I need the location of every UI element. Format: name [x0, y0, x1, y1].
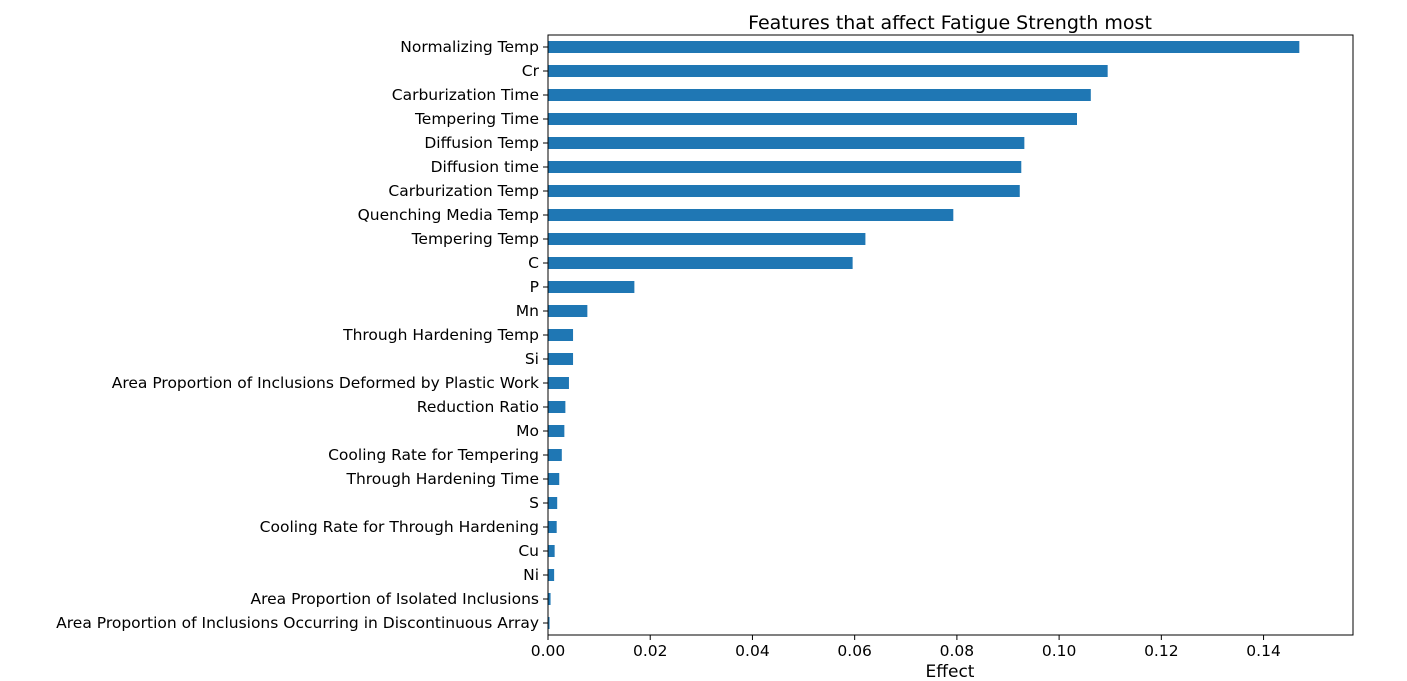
bar — [548, 257, 853, 269]
bar — [548, 161, 1022, 173]
y-tick-label: P — [530, 278, 539, 296]
bar — [548, 473, 560, 485]
bar — [548, 401, 566, 413]
bars-group — [548, 41, 1300, 629]
y-tick-label: Diffusion time — [431, 158, 539, 176]
x-tick-label: 0.00 — [531, 642, 566, 660]
bar — [548, 281, 635, 293]
y-tick-labels: Normalizing Temp Cr Carburization Time Temp… — [56, 38, 548, 632]
y-tick-label: Tempering Temp — [411, 230, 539, 248]
bar — [548, 449, 562, 461]
y-tick-label: Tempering Time — [414, 110, 539, 128]
bar — [548, 113, 1077, 125]
bar — [548, 89, 1091, 101]
bar — [548, 617, 550, 629]
bar — [548, 569, 555, 581]
y-tick-label: Mo — [516, 422, 539, 440]
y-tick-label: Mn — [516, 302, 539, 320]
bar — [548, 521, 557, 533]
bar — [548, 41, 1300, 53]
bar — [548, 497, 558, 509]
y-tick-label: Carburization Time — [392, 86, 539, 104]
y-tick-label: Normalizing Temp — [400, 38, 539, 56]
bar — [548, 209, 954, 221]
bar — [548, 545, 555, 557]
bar — [548, 185, 1020, 197]
x-tick-label: 0.10 — [1042, 642, 1077, 660]
bar — [548, 305, 588, 317]
bar — [548, 329, 574, 341]
bar — [548, 233, 866, 245]
bar — [548, 377, 569, 389]
y-tick-label: S — [529, 494, 539, 512]
y-tick-label: Area Proportion of Isolated Inclusions — [251, 590, 540, 608]
y-tick-label: Cooling Rate for Tempering — [328, 446, 539, 464]
y-tick-label: Quenching Media Temp — [358, 206, 539, 224]
y-tick-label: Cooling Rate for Through Hardening — [260, 518, 539, 536]
plot-frame — [547, 34, 1354, 636]
x-tick-label: 0.14 — [1246, 642, 1281, 660]
y-tick-label: C — [528, 254, 539, 272]
y-tick-label: Reduction Ratio — [417, 398, 539, 416]
y-tick-label: Cu — [518, 542, 539, 560]
bar — [548, 353, 574, 365]
y-tick-label: Area Proportion of Inclusions Deformed b… — [112, 374, 539, 392]
x-tick-label: 0.02 — [633, 642, 668, 660]
bar — [548, 65, 1108, 77]
y-tick-label: Through Hardening Temp — [342, 326, 539, 344]
y-tick-label: Diffusion Temp — [424, 134, 539, 152]
y-tick-label: Carburization Temp — [388, 182, 539, 200]
x-tick-label: 0.12 — [1144, 642, 1179, 660]
chart-title: Features that affect Fatigue Strength mo… — [748, 12, 1152, 34]
y-tick-label: Si — [525, 350, 539, 368]
y-tick-label: Through Hardening Time — [345, 470, 539, 488]
x-axis-label: Effect — [926, 662, 975, 681]
bar — [548, 593, 551, 605]
x-tick-label: 0.08 — [940, 642, 975, 660]
y-tick-label: Area Proportion of Inclusions Occurring … — [56, 614, 539, 632]
bar — [548, 137, 1025, 149]
y-tick-label: Ni — [523, 566, 539, 584]
bar — [548, 425, 565, 437]
y-tick-label: Cr — [522, 62, 540, 80]
x-tick-label: 0.06 — [837, 642, 872, 660]
x-tick-label: 0.04 — [735, 642, 770, 660]
x-ticks-group: 0.00 0.02 0.04 0.06 0.08 0.10 0.12 0.14 — [531, 635, 1281, 660]
